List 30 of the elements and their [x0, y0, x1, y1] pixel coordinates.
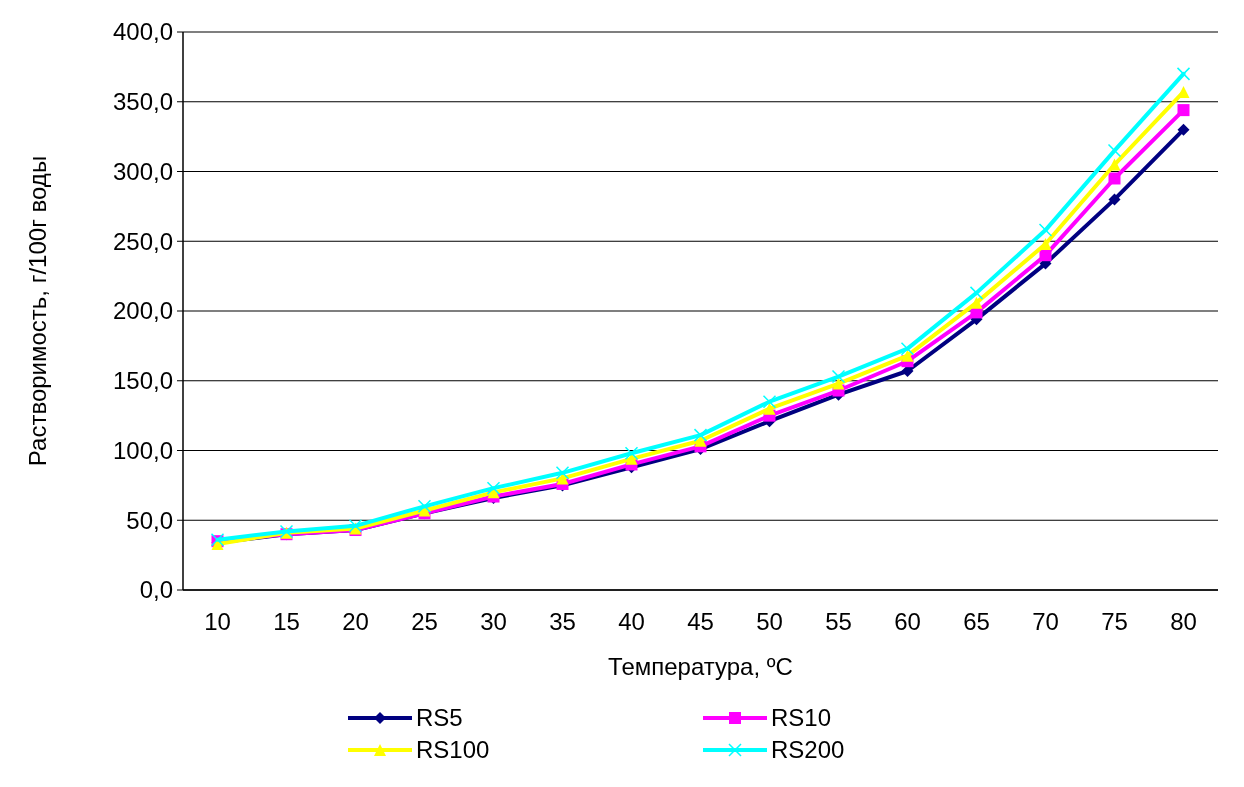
x-tick-label: 65: [963, 608, 990, 635]
y-tick-label: 350,0: [112, 88, 173, 116]
x-tick-label: 25: [411, 608, 438, 635]
x-tick-label: 15: [273, 608, 300, 635]
legend-label: RS100: [416, 736, 490, 764]
x-tick-label: 60: [894, 608, 921, 635]
legend-label: RS10: [771, 704, 832, 732]
legend-label: RS5: [416, 704, 463, 732]
x-tick-label: 30: [480, 608, 507, 635]
y-tick-label: 0,0: [139, 576, 173, 604]
x-tick-label: 40: [618, 608, 645, 635]
y-tick-label: 200,0: [112, 297, 173, 325]
y-tick-label: 50,0: [126, 506, 173, 534]
y-tick-label: 250,0: [112, 227, 173, 255]
x-tick-label: 55: [825, 608, 852, 635]
y-tick-label: 100,0: [112, 436, 173, 464]
x-tick-label: 75: [1101, 608, 1128, 635]
x-tick-label: 10: [204, 608, 231, 635]
x-tick-label: 70: [1032, 608, 1059, 635]
x-tick-label: 45: [687, 608, 714, 635]
x-axis-title: Температура, ºС: [608, 653, 793, 680]
x-tick-label: 80: [1170, 608, 1197, 635]
y-axis-title: Растворимость, г/100г воды: [24, 155, 51, 467]
legend-label: RS200: [771, 736, 845, 764]
x-tick-label: 35: [549, 608, 576, 635]
y-tick-label: 400,0: [112, 18, 173, 46]
y-tick-label: 300,0: [112, 157, 173, 185]
x-tick-label: 50: [756, 608, 783, 635]
x-tick-label: 20: [342, 608, 369, 635]
y-tick-label: 150,0: [112, 367, 173, 395]
